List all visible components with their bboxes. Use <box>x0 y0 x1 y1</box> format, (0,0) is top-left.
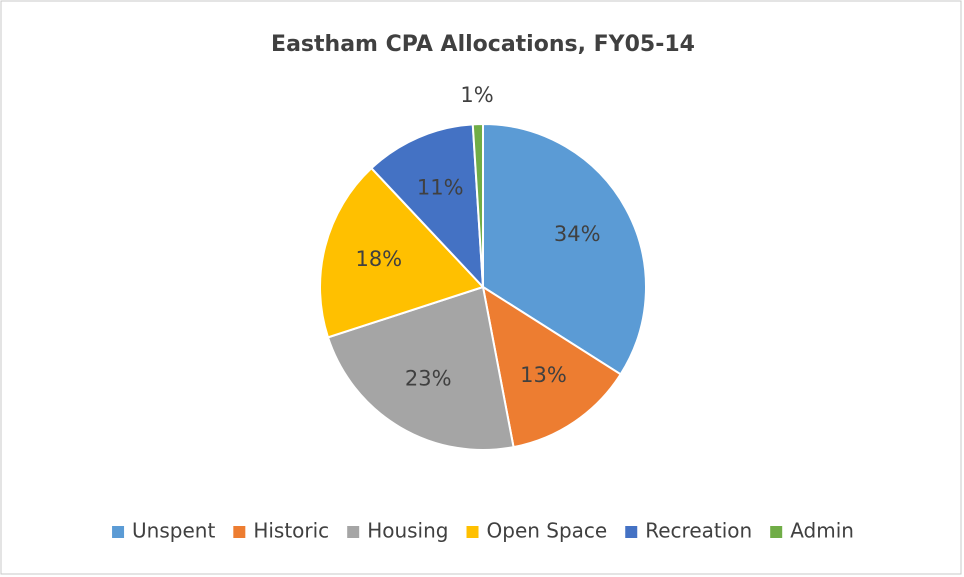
data-label: 1% <box>460 83 493 107</box>
legend-label: Recreation <box>645 519 752 543</box>
pie-slice <box>319 166 485 339</box>
legend-label: Housing <box>367 519 448 543</box>
legend-swatch <box>112 526 125 538</box>
legend-label: Unspent <box>132 519 215 543</box>
pie-slice <box>326 285 515 451</box>
legend-swatch <box>347 526 360 538</box>
pie-slice <box>471 122 484 288</box>
data-label: 13% <box>520 363 567 387</box>
data-label: 34% <box>554 222 601 246</box>
legend-swatch <box>233 526 246 538</box>
legend-swatch <box>466 526 479 538</box>
chart-title: Eastham CPA Allocations, FY05-14 <box>271 32 695 57</box>
legend-label: Admin <box>790 519 854 543</box>
pie-slice <box>370 123 485 290</box>
legend-swatch <box>625 526 638 538</box>
data-label: 11% <box>417 175 464 199</box>
pie-slice <box>481 284 623 449</box>
legend-label: Open Space <box>487 519 608 543</box>
legend-swatch <box>770 526 783 538</box>
data-label: 23% <box>405 367 452 391</box>
legend-label: Historic <box>253 519 329 543</box>
data-label: 18% <box>355 247 402 271</box>
